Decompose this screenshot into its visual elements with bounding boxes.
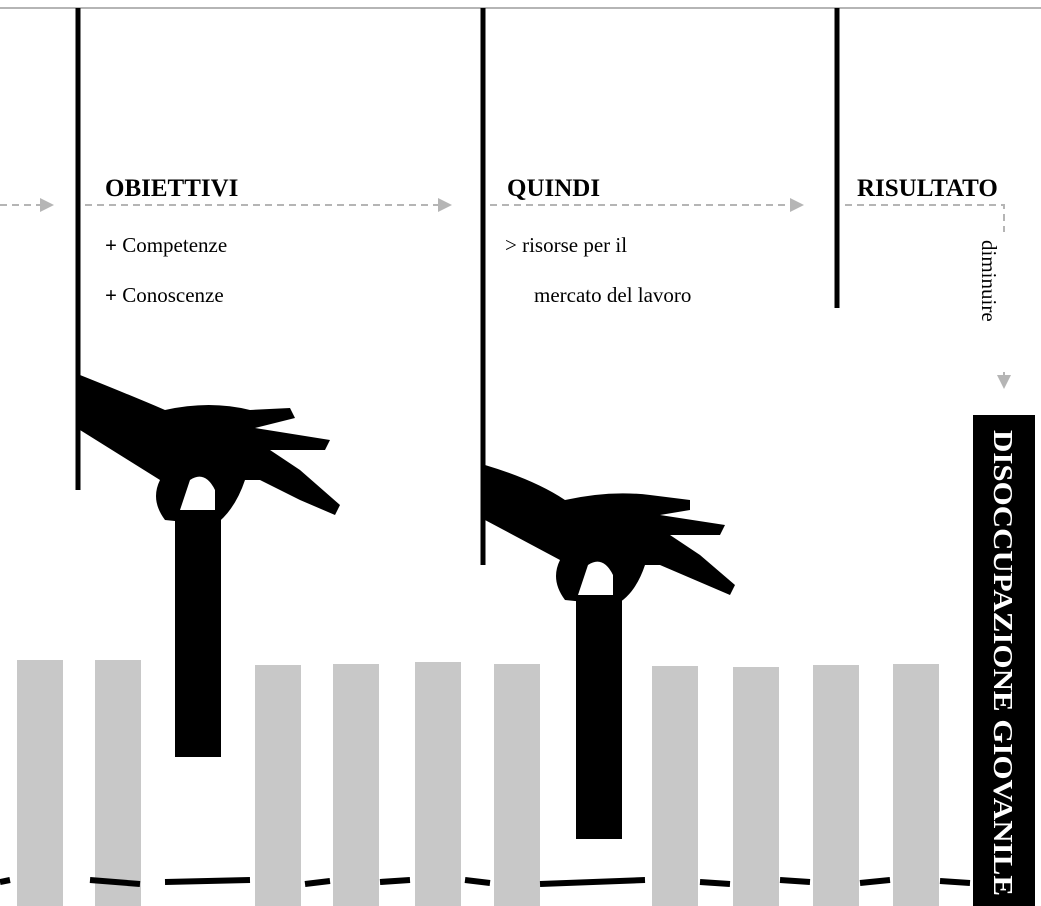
diagram: OBIETTIVI + Competenze + Conoscenze QUIN…	[0, 0, 1041, 906]
result: DISOCCUPAZIONE GIOVANILE	[988, 430, 1018, 896]
bars	[17, 660, 939, 906]
step-title: QUINDI	[507, 175, 600, 202]
item-text: risorse per il	[522, 233, 627, 257]
step-title: OBIETTIVI	[105, 175, 238, 202]
step-item: + Competenze	[105, 233, 227, 257]
item-marker: +	[105, 283, 117, 307]
step-item: mercato del lavoro	[534, 283, 691, 307]
item-text: Competenze	[122, 233, 227, 257]
step-note: diminuire	[977, 240, 1001, 322]
step-title: RISULTATO	[857, 175, 998, 202]
step-item: > risorse per il	[505, 233, 627, 257]
item-marker: >	[505, 233, 517, 257]
item-text: Conoscenze	[122, 283, 223, 307]
item-marker: +	[105, 233, 117, 257]
step-item: + Conoscenze	[105, 283, 224, 307]
